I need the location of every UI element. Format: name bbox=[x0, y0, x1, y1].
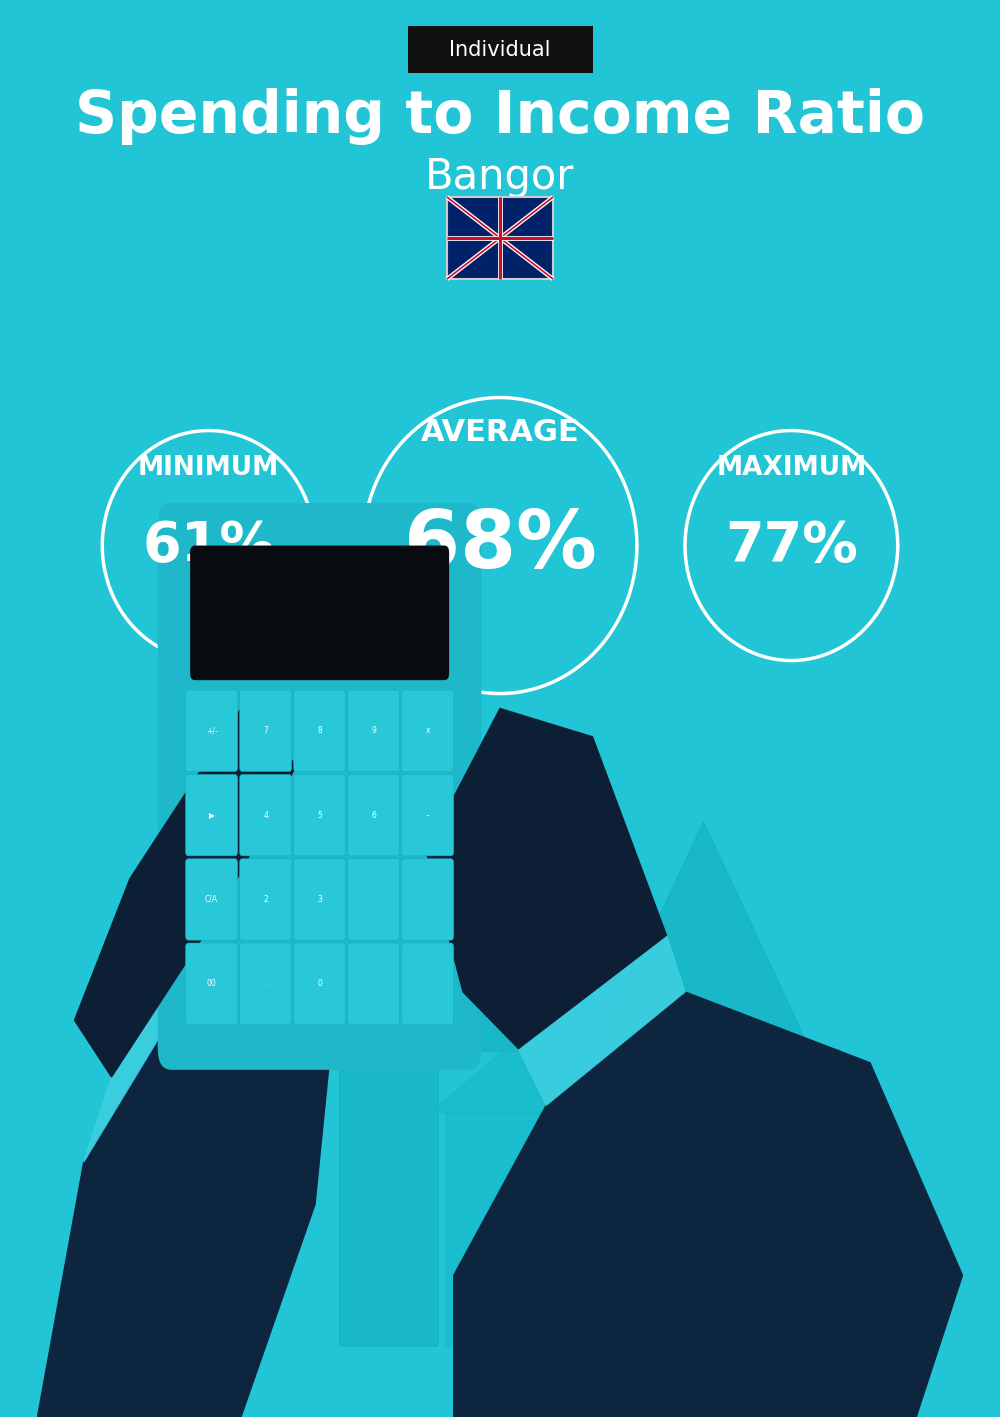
FancyBboxPatch shape bbox=[348, 944, 400, 1024]
Polygon shape bbox=[431, 951, 810, 1112]
Text: MAXIMUM: MAXIMUM bbox=[716, 455, 866, 480]
FancyBboxPatch shape bbox=[543, 1297, 623, 1336]
FancyBboxPatch shape bbox=[555, 1288, 634, 1328]
Polygon shape bbox=[37, 964, 334, 1417]
Text: 8: 8 bbox=[317, 727, 322, 735]
Ellipse shape bbox=[731, 1098, 898, 1382]
Text: -: - bbox=[426, 811, 429, 819]
Polygon shape bbox=[444, 1112, 796, 1346]
FancyBboxPatch shape bbox=[348, 690, 400, 771]
Polygon shape bbox=[260, 779, 518, 1346]
FancyBboxPatch shape bbox=[240, 859, 292, 941]
Text: C/A: C/A bbox=[205, 896, 218, 904]
Text: .: . bbox=[264, 979, 267, 988]
FancyBboxPatch shape bbox=[402, 690, 454, 771]
Text: Individual: Individual bbox=[449, 40, 551, 60]
Text: Bangor: Bangor bbox=[425, 156, 575, 198]
Text: $: $ bbox=[676, 1260, 694, 1282]
FancyBboxPatch shape bbox=[787, 1049, 842, 1119]
FancyBboxPatch shape bbox=[566, 1280, 645, 1319]
FancyBboxPatch shape bbox=[408, 27, 593, 74]
Polygon shape bbox=[602, 822, 805, 1275]
FancyBboxPatch shape bbox=[185, 690, 238, 771]
Text: 6: 6 bbox=[371, 811, 376, 819]
FancyBboxPatch shape bbox=[190, 546, 449, 680]
Polygon shape bbox=[684, 1006, 715, 1067]
Text: 2: 2 bbox=[263, 896, 268, 904]
FancyBboxPatch shape bbox=[240, 944, 292, 1024]
Text: Spending to Income Ratio: Spending to Income Ratio bbox=[75, 88, 925, 145]
Text: 7: 7 bbox=[263, 727, 268, 735]
FancyBboxPatch shape bbox=[185, 859, 238, 941]
Text: 00: 00 bbox=[207, 979, 216, 988]
FancyBboxPatch shape bbox=[664, 1129, 706, 1180]
FancyBboxPatch shape bbox=[294, 774, 346, 856]
FancyBboxPatch shape bbox=[447, 197, 553, 279]
Polygon shape bbox=[454, 992, 962, 1417]
Polygon shape bbox=[84, 907, 222, 1162]
Text: MINIMUM: MINIMUM bbox=[138, 455, 279, 480]
Polygon shape bbox=[518, 935, 685, 1105]
FancyBboxPatch shape bbox=[294, 690, 346, 771]
Text: 61%: 61% bbox=[142, 519, 275, 572]
Ellipse shape bbox=[625, 1169, 745, 1367]
FancyBboxPatch shape bbox=[402, 859, 454, 941]
FancyBboxPatch shape bbox=[240, 690, 292, 771]
FancyBboxPatch shape bbox=[577, 1271, 656, 1311]
Polygon shape bbox=[592, 1248, 648, 1346]
FancyBboxPatch shape bbox=[402, 774, 454, 856]
Text: 9: 9 bbox=[371, 727, 376, 735]
Text: 0: 0 bbox=[317, 979, 322, 988]
Text: 3: 3 bbox=[317, 896, 322, 904]
Polygon shape bbox=[426, 708, 666, 1049]
Text: 68%: 68% bbox=[404, 506, 596, 585]
FancyBboxPatch shape bbox=[185, 774, 238, 856]
Text: 5: 5 bbox=[317, 811, 322, 819]
FancyBboxPatch shape bbox=[294, 859, 346, 941]
Text: x: x bbox=[425, 727, 430, 735]
FancyBboxPatch shape bbox=[348, 859, 400, 941]
FancyBboxPatch shape bbox=[158, 503, 482, 1070]
Text: 4: 4 bbox=[263, 811, 268, 819]
Polygon shape bbox=[74, 708, 296, 1077]
Text: $: $ bbox=[801, 1229, 828, 1265]
Text: +/-: +/- bbox=[206, 727, 217, 735]
Text: ▶: ▶ bbox=[209, 811, 215, 819]
FancyBboxPatch shape bbox=[240, 774, 292, 856]
FancyBboxPatch shape bbox=[185, 944, 238, 1024]
FancyBboxPatch shape bbox=[402, 944, 454, 1024]
FancyBboxPatch shape bbox=[294, 944, 346, 1024]
Text: 77%: 77% bbox=[725, 519, 858, 572]
FancyBboxPatch shape bbox=[348, 774, 400, 856]
Text: AVERAGE: AVERAGE bbox=[421, 418, 579, 446]
